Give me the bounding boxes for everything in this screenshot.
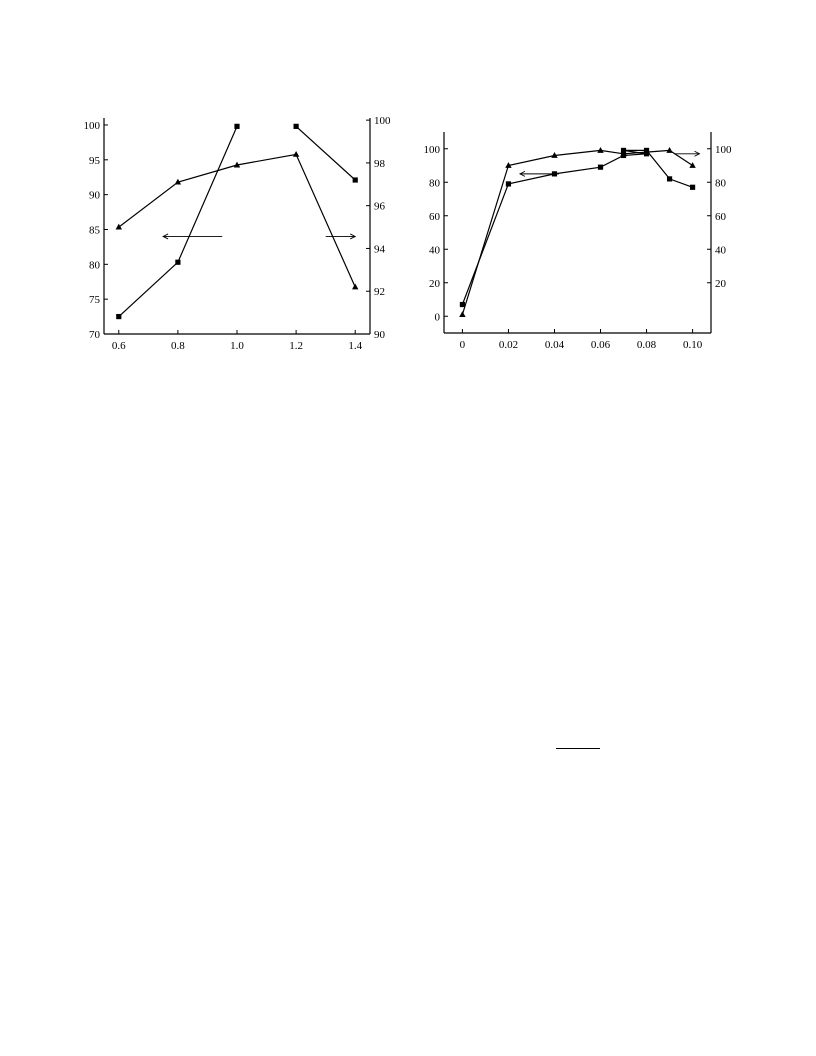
chart-right: 0 0.02 0.04 0.06 0.08 0.10 0 20 40 60 80 100 20 40 60 8… — [424, 132, 732, 351]
arrow-right-head — [350, 233, 357, 240]
y-left-tick-label: 100 — [84, 120, 101, 132]
triangle-marker — [174, 178, 182, 185]
y-left-tick-label: 75 — [89, 294, 101, 306]
y-left-tick-label: 85 — [89, 224, 101, 236]
series-line-triangle — [461, 149, 693, 315]
y-left-tick-label: 100 — [424, 144, 441, 156]
y-right-tick-label: 100 — [715, 144, 732, 156]
x-tick-label: 0.6 — [112, 340, 126, 352]
triangle-marker — [620, 150, 627, 157]
x-tick-label: 0.02 — [499, 339, 518, 351]
y-right-tick-label: 90 — [374, 329, 386, 341]
square-marker — [293, 123, 299, 129]
triangle-marker — [233, 161, 241, 168]
x-tick-label: 0.08 — [637, 339, 657, 351]
short-rule — [556, 748, 600, 749]
y-right-tick-label: 100 — [374, 115, 391, 127]
x-tick-label: 0 — [460, 339, 466, 351]
x-tick-label: 1.2 — [289, 340, 303, 352]
square-marker — [597, 164, 604, 170]
y-right-tick-label: 98 — [374, 158, 386, 170]
y-right-tick-label: 60 — [715, 211, 727, 223]
triangle-marker — [597, 147, 604, 153]
y-left-tick-label: 60 — [429, 211, 441, 223]
y-left-tick-label: 95 — [89, 155, 101, 167]
x-tick-label: 0.04 — [545, 339, 565, 351]
square-marker — [175, 259, 181, 265]
y-left-tick-label: 40 — [429, 244, 441, 256]
y-right-tick-label: 96 — [374, 201, 386, 213]
arrow-right-head — [694, 150, 701, 157]
arrow-left-head — [162, 233, 169, 240]
y-left-tick-label: 0 — [435, 311, 441, 323]
arrow-left-head — [518, 170, 526, 177]
x-tick-label: 0.10 — [683, 339, 703, 351]
y-right-tick-label: 80 — [715, 177, 727, 189]
triangle-marker — [551, 152, 558, 158]
y-left-tick-label: 20 — [429, 278, 441, 290]
square-marker — [689, 184, 696, 190]
square-marker — [352, 177, 358, 183]
triangle-marker — [689, 162, 696, 168]
y-left-tick-label: 90 — [89, 190, 101, 202]
chart-left: 0.6 0.8 1.0 1.2 1.4 70 75 80 85 90 95 100 90 92 94 96 98… — [84, 115, 392, 352]
triangle-marker — [643, 148, 650, 155]
square-marker — [459, 301, 466, 308]
x-tick-label: 0.06 — [591, 339, 611, 351]
square-marker — [505, 181, 512, 187]
square-marker — [666, 176, 673, 182]
y-left-tick-label: 80 — [89, 259, 101, 271]
x-tick-label: 0.8 — [171, 340, 185, 352]
y-right-tick-label: 92 — [374, 286, 385, 298]
triangle-marker — [666, 147, 673, 153]
series-line-square — [118, 126, 238, 318]
x-tick-label: 1.4 — [348, 340, 362, 352]
square-marker — [234, 123, 240, 129]
x-tick-label: 1.0 — [230, 340, 244, 352]
triangle-marker — [115, 223, 122, 230]
square-marker — [116, 313, 122, 320]
triangle-marker — [292, 150, 300, 157]
y-right-tick-label: 20 — [715, 278, 727, 290]
series-line-square — [295, 125, 356, 181]
series-line-square — [461, 149, 693, 305]
y-left-tick-label: 70 — [89, 329, 101, 341]
triangle-marker — [352, 283, 359, 290]
triangle-marker — [459, 311, 466, 317]
y-left-tick-label: 80 — [429, 177, 441, 189]
y-right-tick-label: 40 — [715, 244, 727, 256]
triangle-marker — [505, 162, 512, 168]
y-right-tick-label: 94 — [374, 243, 386, 255]
series-line-triangle — [118, 153, 356, 288]
